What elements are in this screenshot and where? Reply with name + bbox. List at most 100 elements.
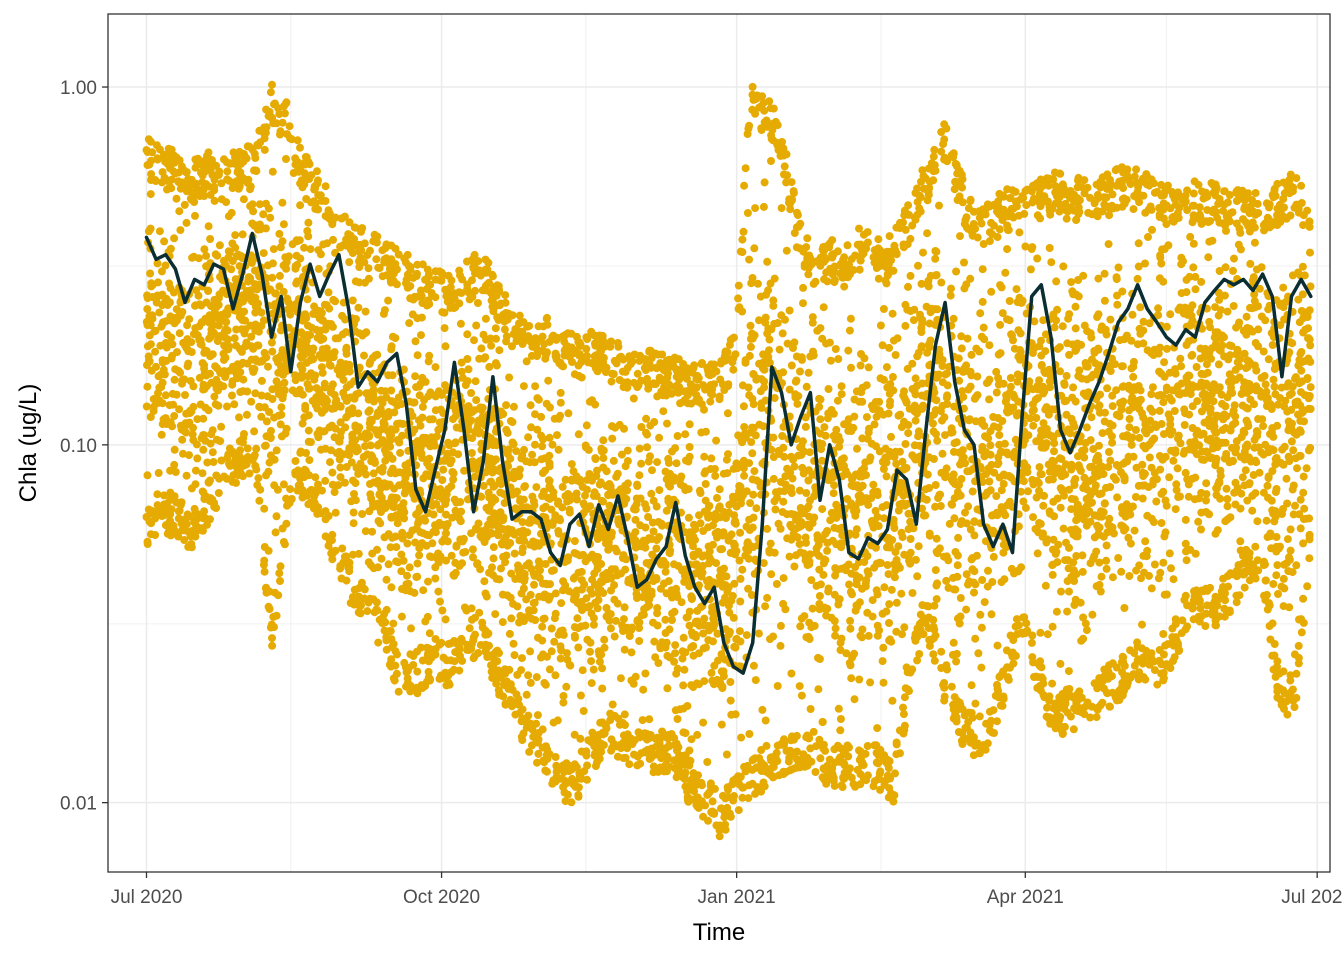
data-point	[162, 420, 171, 428]
data-point	[165, 279, 174, 288]
data-point	[468, 408, 477, 416]
data-point	[274, 358, 282, 367]
data-point	[1172, 486, 1181, 495]
data-point	[1259, 422, 1268, 431]
data-point	[1263, 396, 1271, 405]
data-point	[144, 227, 153, 236]
data-point	[154, 469, 163, 477]
data-point	[677, 472, 686, 481]
data-point	[970, 518, 979, 526]
data-point	[587, 679, 596, 688]
data-point	[545, 433, 554, 442]
data-point	[978, 576, 987, 584]
data-point	[279, 287, 288, 296]
data-point	[1071, 595, 1080, 604]
data-point	[1303, 375, 1312, 383]
data-point	[708, 676, 717, 685]
data-point	[778, 432, 787, 440]
data-point	[989, 552, 998, 561]
data-point	[565, 492, 574, 500]
data-point	[1102, 564, 1111, 573]
data-point	[687, 592, 696, 601]
data-point	[157, 267, 166, 276]
data-point	[1159, 398, 1168, 407]
data-point	[761, 396, 770, 405]
data-point	[1293, 464, 1301, 473]
data-point	[1232, 437, 1241, 446]
data-point	[861, 458, 870, 467]
data-point	[914, 542, 923, 551]
data-point	[499, 513, 508, 522]
data-point	[276, 243, 285, 252]
data-point	[1287, 405, 1296, 414]
data-point	[204, 406, 213, 415]
data-point	[545, 665, 554, 674]
data-point	[551, 511, 560, 520]
data-point	[781, 480, 790, 489]
data-point	[579, 707, 588, 715]
data-point	[529, 599, 538, 607]
data-point	[798, 355, 806, 364]
data-point	[659, 407, 668, 416]
data-point	[985, 341, 994, 350]
data-point	[160, 370, 169, 379]
data-point	[806, 705, 815, 713]
data-point	[436, 552, 445, 561]
data-point	[484, 520, 492, 529]
data-point	[1077, 374, 1086, 383]
data-point	[1065, 310, 1074, 319]
data-point	[1032, 437, 1041, 446]
data-point	[316, 307, 325, 316]
data-point	[321, 325, 330, 334]
data-point	[1279, 505, 1287, 513]
data-point	[369, 385, 378, 394]
data-point	[904, 525, 913, 534]
data-point	[851, 606, 860, 615]
data-point	[417, 313, 426, 322]
data-point	[576, 477, 585, 486]
data-point	[456, 517, 465, 526]
data-point	[680, 577, 689, 586]
data-point	[1226, 513, 1235, 522]
data-point	[778, 508, 787, 516]
data-point	[525, 518, 534, 527]
data-point	[319, 240, 328, 249]
data-point	[1150, 434, 1159, 443]
data-point	[820, 423, 829, 432]
data-point	[496, 488, 505, 497]
data-point	[209, 458, 218, 466]
data-point	[498, 618, 507, 627]
data-point	[522, 561, 531, 570]
data-point	[701, 427, 710, 436]
data-point	[1036, 628, 1045, 637]
data-point	[770, 319, 779, 328]
data-point	[1302, 464, 1311, 473]
data-point	[978, 297, 987, 306]
data-point	[393, 436, 402, 444]
data-point	[223, 367, 232, 376]
data-point	[882, 501, 891, 510]
data-point	[1037, 336, 1045, 345]
data-point	[582, 594, 591, 603]
data-point	[556, 388, 565, 397]
data-point	[999, 480, 1008, 488]
data-point	[1243, 379, 1252, 388]
data-point	[932, 595, 941, 604]
data-point	[1273, 421, 1282, 430]
data-point	[929, 419, 937, 428]
data-point	[755, 420, 764, 429]
data-point	[1148, 383, 1157, 392]
data-point	[1161, 496, 1170, 505]
data-point	[782, 246, 791, 255]
data-point	[787, 361, 796, 370]
data-point	[339, 388, 348, 397]
data-point	[930, 601, 939, 610]
data-point	[1048, 570, 1057, 579]
data-point	[377, 508, 385, 516]
data-point	[622, 495, 631, 503]
data-point	[740, 471, 749, 480]
data-point	[851, 511, 860, 520]
data-point	[887, 585, 896, 594]
data-point	[1284, 452, 1293, 461]
data-point	[760, 365, 769, 374]
